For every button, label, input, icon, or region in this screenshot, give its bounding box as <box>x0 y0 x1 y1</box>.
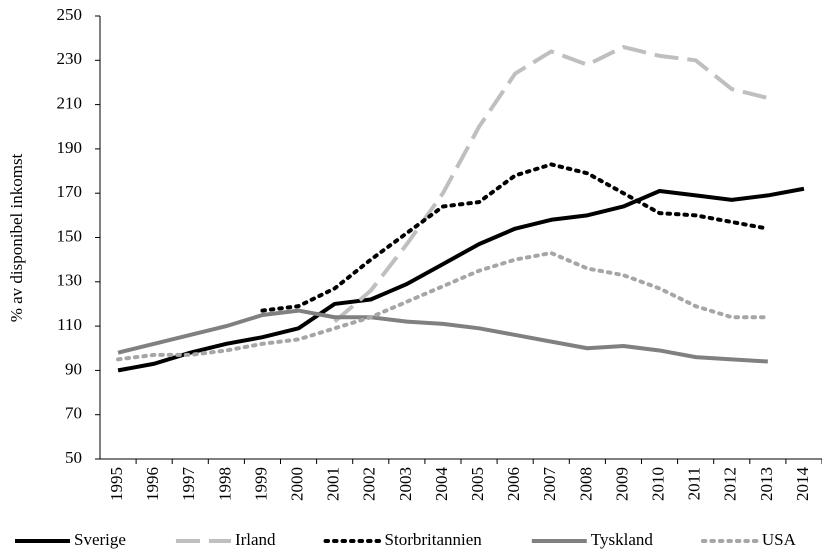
y-tick-label: 210 <box>57 94 83 113</box>
series-line <box>117 186 805 373</box>
y-tick-label: 50 <box>65 448 82 467</box>
y-axis-label: % av disponibel inkomst <box>7 153 26 322</box>
y-tick-label: 90 <box>65 359 82 378</box>
x-tick-label: 1997 <box>179 467 198 502</box>
series-line <box>260 162 770 313</box>
series-line <box>117 308 768 364</box>
legend-label: USA <box>762 530 797 549</box>
y-tick-label: 170 <box>57 182 83 201</box>
series-line <box>116 251 770 362</box>
x-tick-label: 2012 <box>721 467 740 501</box>
y-tick-label: 250 <box>57 5 83 24</box>
x-tick-label: 2000 <box>287 467 306 501</box>
y-tick-label: 110 <box>57 315 82 334</box>
x-tick-label: 2001 <box>324 467 343 501</box>
x-tick-label: 2007 <box>540 467 559 502</box>
y-tick-label: 230 <box>57 49 83 68</box>
x-tick-label: 2013 <box>757 467 776 501</box>
x-tick-label: 2010 <box>648 467 667 501</box>
x-tick-label: 2006 <box>504 467 523 501</box>
x-tick-label: 1996 <box>143 467 162 501</box>
y-tick-label: 190 <box>57 138 83 157</box>
x-tick-label: 1995 <box>107 467 126 501</box>
x-tick-label: 2008 <box>576 467 595 501</box>
y-tick-label: 70 <box>65 404 82 423</box>
legend-label: Irland <box>235 530 276 549</box>
series-line <box>333 45 769 324</box>
legend-label: Storbritannien <box>385 530 483 549</box>
y-tick-label: 130 <box>57 271 83 290</box>
x-tick-label: 1999 <box>251 467 270 501</box>
y-tick-label: 150 <box>57 226 83 245</box>
x-tick-label: 2005 <box>468 467 487 501</box>
legend-label: Tyskland <box>591 530 654 549</box>
x-tick-label: 2003 <box>396 467 415 501</box>
x-tick-label: 1998 <box>215 467 234 501</box>
x-tick-label: 2004 <box>432 467 451 502</box>
x-tick-label: 2009 <box>612 467 631 501</box>
legend-label: Sverige <box>74 530 126 549</box>
x-tick-label: 2002 <box>360 467 379 501</box>
x-tick-label: 2011 <box>685 467 704 500</box>
x-tick-label: 2014 <box>793 467 812 502</box>
